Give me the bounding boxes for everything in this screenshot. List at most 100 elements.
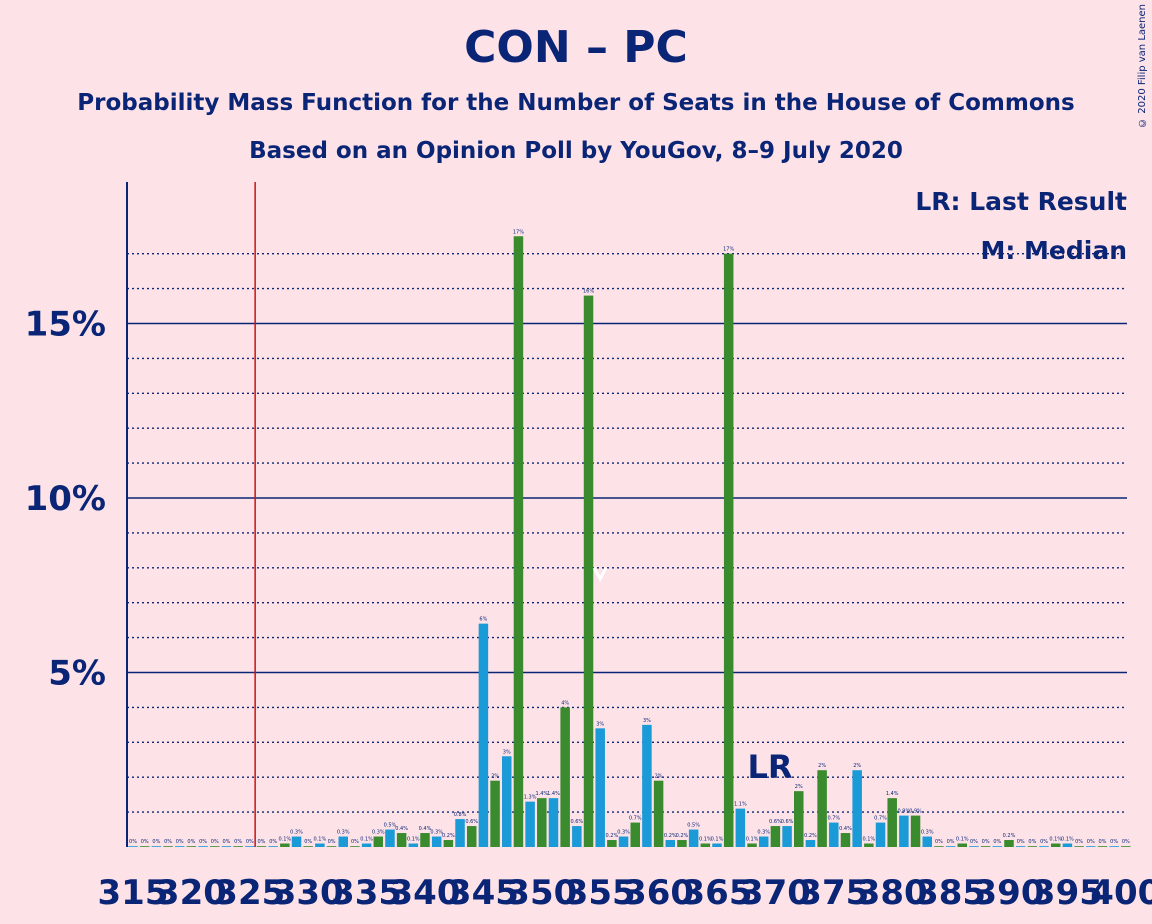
bar-seat-387 [969, 846, 979, 847]
bar-seat-360 [653, 780, 664, 847]
bar-seat-357 [618, 836, 629, 847]
y-tick-label: 10% [25, 479, 106, 519]
bar-value-label: 0% [970, 839, 978, 845]
x-tick-label: 355 [565, 873, 636, 913]
bar-seat-337 [385, 829, 395, 847]
bar-seat-384 [934, 846, 944, 847]
x-tick-label: 395 [1032, 873, 1103, 913]
bar-value-label: 0.7% [827, 816, 840, 822]
bar-seat-345 [478, 623, 489, 847]
bar-value-label: 0% [1028, 839, 1036, 845]
bar-seat-386 [957, 843, 968, 847]
bar-value-label: 0% [1075, 839, 1083, 845]
bar-seat-367 [735, 808, 746, 847]
bar-value-label: 0.2% [664, 833, 677, 839]
bar-value-label: 0.8% [454, 812, 467, 818]
x-tick-label: 380 [857, 873, 928, 913]
bar-seat-351 [548, 798, 559, 847]
bar-value-label: 0.4% [395, 826, 408, 832]
bar-value-label: 1.4% [535, 791, 548, 797]
bar-value-label: 0% [1087, 839, 1095, 845]
bar-value-label: 0% [199, 839, 207, 845]
bar-seat-388 [980, 846, 991, 847]
bar-seat-364 [700, 843, 711, 847]
bar-seat-356 [607, 840, 617, 847]
bar-value-label: 0.3% [757, 830, 770, 836]
bar-seat-358 [630, 822, 640, 847]
bar-value-label: 17% [513, 229, 524, 235]
bar-value-label: 0.1% [699, 837, 712, 843]
bar-seat-379 [875, 822, 886, 847]
bar-value-label: 0.4% [419, 826, 432, 832]
bar-seat-382 [910, 815, 921, 847]
bar-value-label: 0.3% [337, 830, 350, 836]
bar-value-label: 0.3% [617, 830, 630, 836]
bar-value-label: 2% [818, 763, 826, 769]
bar-value-label: 1.3% [524, 795, 537, 801]
bar-seat-373 [805, 840, 816, 847]
x-tick-label: 400 [1090, 873, 1152, 913]
bar-seat-342 [443, 840, 454, 847]
bar-value-label: 0.1% [956, 837, 969, 843]
bar-value-label: 0% [982, 839, 990, 845]
bar-seat-385 [945, 846, 956, 847]
chart-subtitle: Probability Mass Function for the Number… [77, 90, 1075, 116]
bar-value-label: 0% [351, 839, 359, 845]
legend-median: M: Median [980, 236, 1127, 265]
bar-value-label: 0% [1040, 839, 1048, 845]
bar-seat-355 [595, 728, 605, 847]
bar-seat-322 [210, 846, 220, 847]
x-tick-label: 385 [915, 873, 986, 913]
bar-value-label: 0% [947, 839, 955, 845]
bar-value-label: 0.6% [781, 819, 794, 825]
bar-seat-330 [303, 846, 313, 847]
bar-seat-353 [572, 826, 582, 847]
bar-seat-352 [560, 707, 570, 847]
bar-value-label: 0% [269, 839, 277, 845]
bar-value-label: 16% [583, 289, 594, 295]
bar-seat-324 [233, 846, 243, 847]
bar-value-label: 0% [1017, 839, 1025, 845]
bar-value-label: 0.1% [746, 837, 759, 843]
bar-value-label: 0.2% [606, 833, 619, 839]
x-tick-label: 390 [974, 873, 1045, 913]
bar-value-label: 2% [491, 774, 499, 780]
bar-seat-317 [151, 846, 162, 847]
bar-value-label: 0% [164, 839, 172, 845]
chart-title: CON – PC [464, 22, 688, 73]
bar-seat-390 [1004, 840, 1014, 847]
bar-value-label: 0.5% [687, 823, 700, 829]
bar-value-label: 2% [853, 763, 861, 769]
bar-seat-376 [840, 833, 851, 847]
bar-value-label: 0% [246, 839, 254, 845]
bar-value-label: 0% [129, 839, 137, 845]
bar-value-label: 0.9% [898, 809, 911, 815]
bar-seat-325 [245, 846, 255, 847]
bar-seat-363 [688, 829, 699, 847]
bar-seat-398 [1097, 846, 1108, 847]
bar-seat-396 [1074, 846, 1084, 847]
bar-seat-326 [256, 846, 267, 847]
bar-seat-328 [280, 843, 290, 847]
bar-seat-318 [163, 846, 173, 847]
bar-seat-374 [817, 770, 827, 847]
bar-value-label: 0.4% [839, 826, 852, 832]
bar-value-label: 0.1% [407, 837, 420, 843]
bar-value-label: 0.6% [570, 819, 583, 825]
bar-seat-391 [1015, 846, 1026, 847]
bar-seat-336 [373, 836, 384, 847]
bar-value-label: 0.1% [314, 837, 327, 843]
bar-seat-371 [782, 826, 792, 847]
bar-value-label: 0.1% [360, 837, 373, 843]
bar-seat-354 [583, 295, 594, 848]
bar-seat-372 [794, 791, 804, 847]
bar-value-label: 3% [596, 721, 604, 727]
bar-seat-389 [992, 846, 1003, 847]
bar-value-label: 0.9% [909, 809, 922, 815]
bar-value-label: 0.6% [769, 819, 782, 825]
bar-value-label: 0% [258, 839, 266, 845]
bar-seat-400 [1121, 846, 1131, 847]
bar-seat-397 [1086, 846, 1096, 847]
bar-seat-378 [864, 843, 874, 847]
bar-seat-331 [315, 843, 325, 847]
